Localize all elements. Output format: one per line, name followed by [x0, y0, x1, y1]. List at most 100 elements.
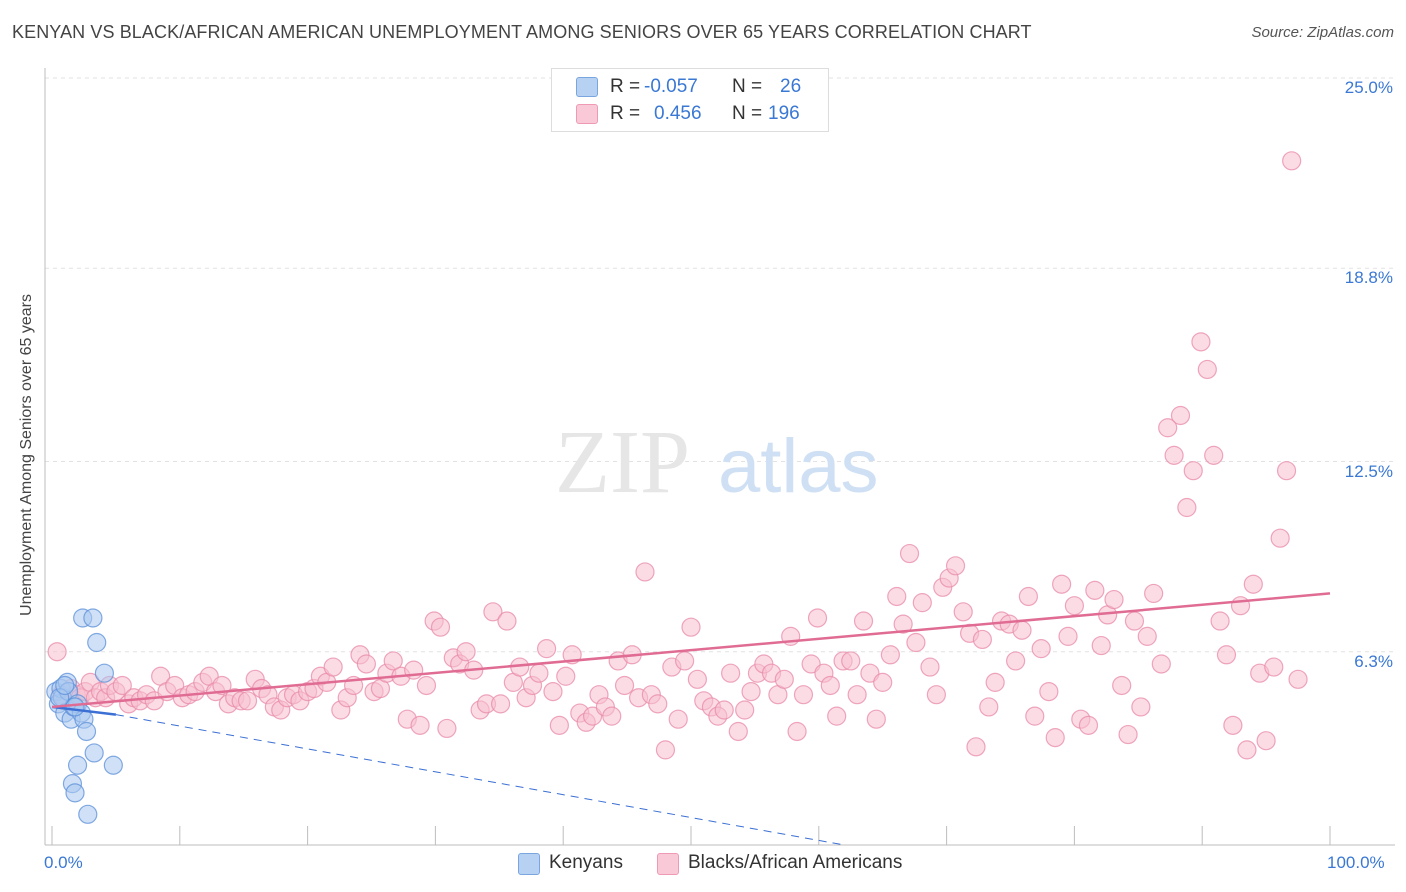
source-label: Source: ZipAtlas.com [1251, 24, 1394, 41]
y-tick-label: 18.8% [1344, 268, 1393, 288]
blacks-point [1151, 654, 1171, 674]
blacks-point [1230, 596, 1251, 616]
blacks-point [497, 611, 517, 631]
blacks-point [735, 700, 755, 720]
blacks-point [1104, 589, 1124, 610]
watermark: ZIP atlas [555, 413, 879, 512]
kenyans-point [78, 804, 98, 824]
blacks-point [985, 672, 1005, 692]
blacks-r-label: R = [610, 103, 641, 124]
blacks-point [1091, 635, 1111, 656]
kenyans-trend-line [51, 705, 117, 716]
y-tick-label: 25.0% [1344, 78, 1393, 97]
blacks-n-label: N = [732, 103, 763, 124]
blacks-point [1025, 706, 1045, 726]
blacks-point [543, 681, 563, 702]
blacks-point [1282, 151, 1302, 171]
blacks-point [979, 697, 999, 717]
blacks-point [1223, 715, 1243, 735]
blacks-point [1170, 405, 1191, 426]
blacks-point [926, 685, 946, 705]
blacks-swatch [576, 104, 598, 124]
blacks-point [721, 663, 741, 683]
blacks-point [556, 666, 576, 686]
blacks-point [1144, 583, 1164, 604]
blacks-point [1183, 461, 1203, 481]
blacks-point [880, 645, 900, 665]
blacks-point [774, 669, 794, 689]
blacks-point [1243, 574, 1263, 594]
kenyans-point [87, 632, 107, 653]
blacks-point [1031, 639, 1051, 659]
blacks-point [1177, 497, 1197, 518]
blacks-n-value: 196 [768, 103, 800, 124]
blacks-point [112, 675, 132, 696]
kenyans-point [83, 608, 103, 628]
watermark-atlas: atlas [718, 424, 879, 509]
bottom-kenyans-label: Kenyans [549, 852, 623, 873]
blacks-point [827, 706, 847, 726]
blacks-point [893, 614, 913, 634]
blacks-point [602, 706, 622, 726]
blacks-point [899, 543, 920, 564]
blacks-point [873, 672, 893, 692]
kenyans-point [103, 755, 123, 775]
chart-title: KENYAN VS BLACK/AFRICAN AMERICAN UNEMPLO… [12, 22, 1032, 42]
blacks-point [853, 611, 874, 631]
blacks-point [635, 562, 655, 582]
blacks-r-value: 0.456 [654, 103, 702, 124]
blacks-point [1237, 740, 1257, 760]
blacks-point [953, 602, 973, 622]
kenyans-swatch [576, 77, 598, 97]
blacks-point [1039, 681, 1059, 702]
kenyans-r-label: R = [610, 76, 641, 97]
blacks-point [1058, 626, 1078, 646]
blacks-point [410, 715, 430, 735]
kenyans-n-value: 26 [780, 76, 802, 97]
blacks-point [1276, 461, 1297, 481]
kenyans-r-value: -0.057 [644, 76, 698, 97]
blacks-point [681, 617, 701, 637]
blacks-point [1137, 626, 1157, 646]
blacks-point [906, 632, 926, 653]
blacks-point [787, 721, 807, 742]
axes [44, 68, 1395, 846]
blacks-point [1264, 657, 1284, 677]
blacks-point [1085, 580, 1105, 600]
blacks-point [529, 663, 549, 683]
blacks-point [793, 685, 814, 705]
blacks-point [1204, 445, 1224, 465]
trend-lines [51, 592, 1331, 846]
x-tick-min: 0.0% [44, 853, 83, 872]
blacks-point [356, 654, 376, 674]
blacks-point [972, 629, 992, 650]
y-tick-label: 12.5% [1344, 461, 1393, 481]
blacks-point [1064, 596, 1085, 616]
kenyans-point [65, 783, 85, 803]
blacks-point [1131, 697, 1151, 717]
kenyans-point [76, 721, 97, 742]
kenyans-point [67, 755, 88, 775]
blacks-point [1270, 528, 1290, 548]
blacks-point [1288, 669, 1308, 689]
blacks-point [945, 556, 966, 576]
blacks-point [1078, 715, 1099, 735]
kenyans-point [84, 743, 104, 763]
blacks-point [887, 586, 907, 607]
blacks-point [820, 675, 840, 696]
blacks-point [1112, 675, 1132, 696]
blacks-point [1118, 724, 1138, 745]
blacks-point [437, 718, 457, 739]
blacks-point [456, 642, 476, 662]
blacks-point [1191, 332, 1211, 352]
blacks-point [807, 608, 828, 628]
data-points [46, 151, 1308, 824]
blacks-point [1164, 445, 1184, 465]
blacks-point [1216, 645, 1237, 665]
bottom-blacks-label: Blacks/African Americans [688, 852, 903, 873]
blacks-point [1045, 728, 1065, 748]
blacks-point [728, 721, 748, 742]
correlation-legend: R = -0.057 N = 26 R = 0.456 N = 196 [551, 68, 829, 132]
blacks-point [1197, 359, 1217, 380]
blacks-trend-line [51, 592, 1331, 709]
